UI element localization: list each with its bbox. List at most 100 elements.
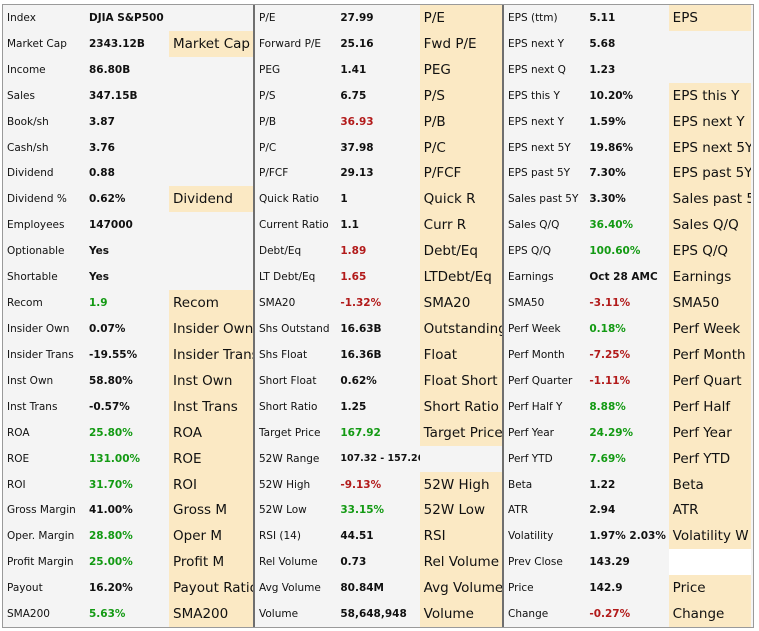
filter-tag-short-ratio[interactable]: Short Ratio (419, 393, 503, 420)
filter-tag-perf-quart[interactable]: Perf Quart (668, 367, 752, 394)
filter-tag-gross-m[interactable]: Gross M (169, 497, 253, 524)
filter-tag-inst-own[interactable]: Inst Own (169, 367, 253, 394)
filter-tag-roi[interactable]: ROI (169, 471, 253, 498)
filter-tag-volume[interactable]: Volume (419, 601, 503, 628)
filter-tag-p-c[interactable]: P/C (419, 134, 503, 161)
metric-row-52w-high: 52W High -9.13% 52W High (255, 471, 503, 498)
filter-tag-52w-high[interactable]: 52W High (419, 471, 503, 498)
filter-tag-empty (169, 161, 253, 187)
filter-tag-profit-m[interactable]: Profit M (169, 549, 253, 576)
metric-row-debt-eq: Debt/Eq 1.89 Debt/Eq (255, 238, 503, 265)
metric-value: 100.60% (589, 245, 641, 258)
metric-row-income: Income 86.80B (3, 57, 253, 83)
filter-tag-atr[interactable]: ATR (668, 497, 752, 524)
metric-label: EPS next Y (508, 115, 564, 128)
metric-row-peg: PEG 1.41 PEG (255, 56, 503, 83)
metric-row-perf-week: Perf Week 0.18% Perf Week (504, 316, 752, 342)
metric-value: 37.98 (340, 141, 374, 154)
filter-tag-float[interactable]: Float (419, 341, 503, 368)
filter-tag-inst-trans[interactable]: Inst Trans (169, 393, 253, 420)
metric-row-eps-next-y: EPS next Y 1.59% EPS next Y (504, 108, 752, 135)
filter-tag-price[interactable]: Price (668, 575, 752, 602)
filter-tag-eps-q-q[interactable]: EPS Q/Q (668, 238, 752, 265)
metric-label: Perf Week (508, 323, 561, 336)
metric-column-group-3: EPS (ttm) 5.11 EPS EPS next Y 5.68 EPS next Q… (502, 5, 752, 628)
filter-tag-p-b[interactable]: P/B (419, 108, 503, 135)
metric-label: Shs Outstand (259, 323, 330, 336)
metric-label: Employees (7, 219, 65, 232)
filter-tag-roa[interactable]: ROA (169, 419, 253, 446)
filter-tag-outstanding[interactable]: Outstanding (419, 316, 503, 342)
metric-row-oper-margin: Oper. Margin 28.80% Oper M (3, 523, 253, 550)
metric-label: Volatility (508, 530, 554, 543)
metric-label: 52W Range (259, 452, 320, 465)
filter-tag-eps[interactable]: EPS (668, 5, 752, 31)
filter-tag-eps-next-5y[interactable]: EPS next 5Y (668, 134, 752, 161)
metric-row-eps-this-y: EPS this Y 10.20% EPS this Y (504, 82, 752, 109)
filter-tag-payout-ratio[interactable]: Payout Ratio (169, 575, 253, 602)
filter-tag-empty (169, 264, 253, 290)
filter-tag-market-cap[interactable]: Market Cap (169, 30, 253, 57)
metric-row-quick-ratio: Quick Ratio 1 Quick R (255, 186, 503, 213)
metric-label: EPS next Y (508, 37, 564, 50)
filter-tag-target-price[interactable]: Target Price (419, 419, 503, 446)
metric-row-eps-ttm: EPS (ttm) 5.11 EPS (504, 5, 752, 31)
metric-label: EPS past 5Y (508, 167, 571, 180)
filter-tag-sma20[interactable]: SMA20 (419, 290, 503, 317)
metric-label: Index (7, 11, 36, 24)
filter-tag-dividend[interactable]: Dividend (169, 186, 253, 213)
filter-tag-empty (420, 446, 502, 472)
metric-label: Income (7, 63, 46, 76)
filter-tag-ltdebt-eq[interactable]: LTDebt/Eq (419, 264, 503, 291)
metric-row-52w-range: 52W Range 107.32 - 157.26 (255, 446, 502, 472)
filter-tag-eps-past-5y[interactable]: EPS past 5Y (668, 160, 752, 187)
metric-value: 5.68 (589, 37, 616, 50)
metric-value: 1.65 (340, 271, 367, 284)
filter-tag-recom[interactable]: Recom (169, 290, 253, 317)
filter-tag-sma200[interactable]: SMA200 (169, 601, 253, 628)
filter-tag-perf-ytd[interactable]: Perf YTD (668, 445, 752, 472)
filter-tag-sales-past-5y[interactable]: Sales past 5Y (668, 186, 752, 213)
filter-tag-perf-month[interactable]: Perf Month (668, 341, 752, 368)
metric-row-prev-close: Prev Close 143.29 (504, 549, 752, 576)
filter-tag-p-fcf[interactable]: P/FCF (419, 160, 503, 187)
metric-value: 36.40% (589, 219, 634, 232)
filter-tag-eps-this-y[interactable]: EPS this Y (668, 82, 752, 109)
filter-tag-sales-q-q[interactable]: Sales Q/Q (668, 212, 752, 239)
filter-tag-insider-own[interactable]: Insider Own (169, 316, 253, 342)
metric-value: 24.29% (589, 426, 634, 439)
metric-value: 2.94 (589, 504, 616, 517)
metric-value: 1.9 (89, 297, 108, 310)
filter-tag-curr-r[interactable]: Curr R (419, 212, 503, 239)
filter-tag-perf-year[interactable]: Perf Year (668, 419, 752, 446)
filter-tag-rel-volume[interactable]: Rel Volume (419, 549, 503, 576)
filter-tag-volatility-w[interactable]: Volatility W (668, 523, 752, 550)
filter-tag-peg[interactable]: PEG (419, 56, 503, 83)
metric-label: Price (508, 582, 534, 595)
filter-tag-rsi[interactable]: RSI (419, 523, 503, 550)
filter-tag-quick-r[interactable]: Quick R (419, 186, 503, 213)
filter-tag-perf-week[interactable]: Perf Week (668, 316, 752, 342)
metric-row-sma200: SMA200 5.63% SMA200 (3, 601, 253, 628)
filter-tag-eps-next-y[interactable]: EPS next Y (668, 108, 752, 135)
filter-tag-perf-half[interactable]: Perf Half (668, 393, 752, 420)
filter-tag-fwd-p-e[interactable]: Fwd P/E (419, 30, 503, 57)
metric-value: 7.69% (589, 452, 626, 465)
metric-value: 1.1 (340, 219, 359, 232)
metric-value: -1.11% (589, 374, 631, 387)
filter-tag-oper-m[interactable]: Oper M (169, 523, 253, 550)
filter-tag-52w-low[interactable]: 52W Low (419, 497, 503, 524)
filter-tag-p-s[interactable]: P/S (419, 82, 503, 109)
filter-tag-insider-trans[interactable]: Insider Trans (169, 341, 253, 368)
filter-tag-earnings[interactable]: Earnings (668, 264, 752, 291)
filter-tag-float-short[interactable]: Float Short (419, 367, 503, 394)
filter-tag-change[interactable]: Change (668, 601, 752, 628)
filter-tag-beta[interactable]: Beta (668, 471, 752, 498)
filter-tag-p-e[interactable]: P/E (419, 5, 503, 31)
filter-tag-sma50[interactable]: SMA50 (668, 290, 752, 317)
filter-tag-avg-volume[interactable]: Avg Volume (419, 575, 503, 602)
filter-tag-roe[interactable]: ROE (169, 445, 253, 472)
metric-row-sales-past-5y: Sales past 5Y 3.30% Sales past 5Y (504, 186, 752, 213)
filter-tag-debt-eq[interactable]: Debt/Eq (419, 238, 503, 265)
metric-label: RSI (14) (259, 530, 301, 543)
